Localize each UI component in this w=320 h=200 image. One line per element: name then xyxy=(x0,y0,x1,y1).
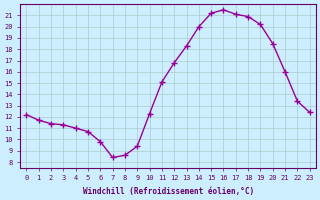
X-axis label: Windchill (Refroidissement éolien,°C): Windchill (Refroidissement éolien,°C) xyxy=(83,187,254,196)
